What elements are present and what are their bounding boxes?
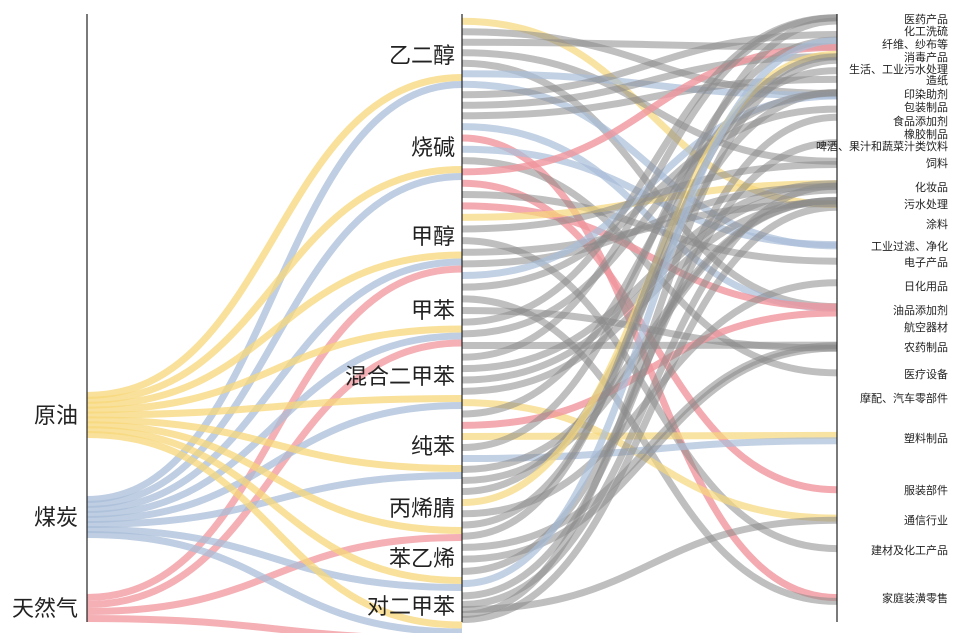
- downstream-link-46: [461, 17, 838, 540]
- downstream-link-37: [461, 431, 838, 440]
- link-e58e9fe6b2b9-e4b999e4ba8ce98687: [86, 74, 463, 399]
- downstream-link-38: [461, 36, 838, 451]
- intermediate-label-2: 甲醇: [411, 225, 455, 250]
- link-e58e9fe6b2b9-e5afb9e4ba8ce794b2e88baf: [86, 431, 463, 629]
- intermediate-label-6: 丙烯腈: [389, 497, 455, 522]
- link-e58e9fe6b2b9-e6b7b7e59088e4ba8ce794b2: [86, 395, 463, 419]
- target-label-8: 食品添加剂: [893, 114, 948, 128]
- link-e58e9fe6b2b9-e794b2e88baf: [86, 325, 463, 414]
- target-label-3: 消毒产品: [904, 50, 948, 64]
- link-e785a4e782ad-e794b2e88baf: [86, 332, 463, 518]
- target-label-12: 化妆品: [915, 180, 948, 194]
- downstream-link-24: [461, 105, 838, 291]
- downstream-link-50: [461, 37, 838, 588]
- link-e58e9fe6b2b9-e4b899e783afe88588: [86, 421, 463, 534]
- link-e58e9fe6b2b9-e88bafe4b999e783af: [86, 426, 463, 584]
- target-label-13: 污水处理: [904, 198, 948, 211]
- target-label-16: 电子产品: [904, 255, 948, 269]
- downstream-link-51: [461, 113, 838, 600]
- target-labels: 医药产品化工洗硫纤维、纱布等消毒产品生活、工业污水处理造纸印染助剂包装制品食品添…: [816, 12, 948, 605]
- source-label-1: 煤炭: [34, 506, 78, 531]
- intermediate-label-3: 甲苯: [411, 299, 455, 324]
- target-label-7: 包装制品: [904, 101, 948, 114]
- link-e58e9fe6b2b9-e783a7e7a2b1: [86, 166, 463, 404]
- intermediate-label-1: 烧碱: [411, 136, 455, 161]
- target-label-11: 饲料: [926, 156, 948, 170]
- link-e5a4a9e784b6e6b094-e794b2e98687: [86, 265, 463, 601]
- target-label-14: 涂料: [926, 217, 948, 231]
- link-e58e9fe6b2b9-e7baafe88baf: [86, 416, 463, 472]
- target-label-18: 油品添加剂: [893, 303, 948, 317]
- link-e5a4a9e784b6e6b094-e5afb9e4ba8ce794b2e88baf: [86, 615, 363, 633]
- link-e785a4e782ad-e7baafe88baf: [86, 472, 463, 528]
- target-label-2: 纤维、纱布等: [882, 37, 948, 51]
- intermediate-label-4: 混合二甲苯: [345, 365, 455, 390]
- source-to-intermediate-links: [86, 74, 463, 633]
- intermediate-label-0: 乙二醇: [389, 44, 455, 69]
- intermediate-label-5: 纯苯: [411, 435, 455, 460]
- downstream-link-30: [461, 14, 838, 361]
- target-label-24: 服装部件: [904, 483, 948, 497]
- source-label-2: 天然气: [12, 597, 78, 622]
- downstream-link-55: [461, 203, 838, 623]
- downstream-link-34: [461, 399, 838, 522]
- target-label-15: 工业过滤、净化: [871, 239, 948, 253]
- intermediate-label-7: 苯乙烯: [389, 547, 455, 572]
- target-label-23: 塑料制品: [904, 431, 948, 445]
- link-e58e9fe6b2b9-e794b2e98687: [86, 251, 463, 409]
- downstream-link-14: [461, 43, 838, 176]
- link-e785a4e782ad-e783a7e7a2b1: [86, 173, 463, 508]
- downstream-link-45: [461, 53, 838, 529]
- downstream-link-54: [461, 56, 838, 618]
- link-e5a4a9e784b6e6b094-e4b899e783afe88588: [86, 534, 463, 615]
- target-label-5: 造纸: [926, 73, 948, 87]
- downstream-link-28: [461, 89, 838, 338]
- link-e785a4e782ad-e794b2e98687: [86, 258, 463, 513]
- link-e785a4e782ad-e6b7b7e59088e4ba8ce794b2: [86, 402, 463, 523]
- target-label-10: 啤酒、果汁和蔬菜汁类饮料: [816, 139, 948, 153]
- target-label-25: 通信行业: [904, 514, 948, 527]
- link-e785a4e782ad-e88bafe4b999e783af: [86, 526, 463, 591]
- target-label-19: 航空器材: [904, 320, 948, 334]
- intermediate-label-8: 对二甲苯: [367, 595, 455, 620]
- downstream-link-48: [461, 344, 838, 563]
- target-label-4: 生活、工业污水处理: [849, 62, 948, 76]
- downstream-link-53: [461, 516, 838, 613]
- link-e785a4e782ad-e4b999e4ba8ce98687: [86, 81, 463, 503]
- target-label-27: 家庭装潢零售: [882, 591, 948, 605]
- downstream-link-17: [461, 202, 838, 311]
- target-label-9: 橡胶制品: [904, 127, 948, 141]
- downstream-link-5: [461, 70, 838, 99]
- target-label-20: 农药制品: [904, 340, 948, 354]
- target-label-21: 医疗设备: [904, 367, 948, 381]
- target-label-22: 摩配、汽车零部件: [860, 391, 948, 405]
- target-label-17: 日化用品: [904, 279, 948, 293]
- intermediate-to-target-links: [461, 14, 838, 623]
- target-label-26: 建材及化工产品: [871, 543, 948, 557]
- link-e785a4e782ad-e5afb9e4ba8ce794b2e88baf: [86, 531, 463, 633]
- target-label-0: 医药产品: [904, 12, 948, 26]
- target-label-6: 印染助剂: [904, 87, 948, 101]
- downstream-link-36: [461, 309, 838, 429]
- source-label-0: 原油: [34, 404, 78, 429]
- target-label-1: 化工洗硫: [904, 24, 948, 38]
